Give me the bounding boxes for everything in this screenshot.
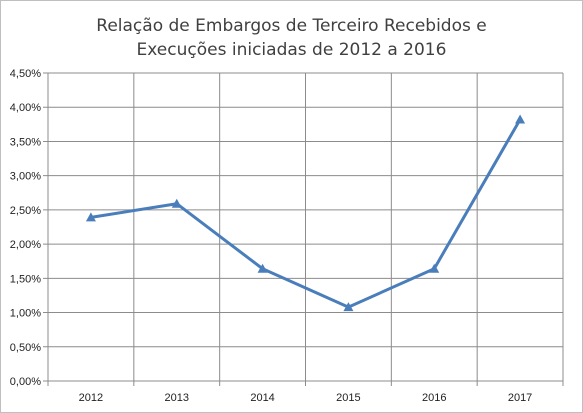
chart-title-line-2: Execuções iniciadas de 2012 a 2016 bbox=[136, 40, 447, 60]
series-layer bbox=[85, 114, 526, 312]
x-tick-label: 2012 bbox=[79, 392, 103, 404]
y-tick-label: 2,50% bbox=[10, 205, 41, 217]
data-point-marker bbox=[515, 114, 526, 124]
data-point-marker bbox=[171, 198, 182, 208]
chart-title-line-1: Relação de Embargos de Terceiro Recebido… bbox=[96, 16, 487, 36]
x-tick-label: 2016 bbox=[422, 392, 446, 404]
y-axis-ticks: 0,00% 0,50% 1,00% 1,50% 2,00% 2,50% 3,00% 3,50%… bbox=[10, 68, 41, 388]
data-point-marker bbox=[257, 263, 268, 273]
y-tick-label: 0,50% bbox=[10, 342, 41, 354]
chart-title: Relação de Embargos de Terceiro Recebido… bbox=[0, 14, 583, 62]
y-tick-label: 1,50% bbox=[10, 273, 41, 285]
x-tick-label: 2017 bbox=[508, 392, 532, 404]
y-tick-label: 4,50% bbox=[10, 68, 41, 80]
x-tick-label: 2015 bbox=[336, 392, 360, 404]
x-tick-label: 2013 bbox=[165, 392, 189, 404]
data-point-marker bbox=[429, 263, 440, 273]
y-tick-label: 2,00% bbox=[10, 239, 41, 251]
x-tick-label: 2014 bbox=[250, 392, 274, 404]
y-tick-label: 4,00% bbox=[10, 102, 41, 114]
data-point-marker bbox=[85, 212, 96, 222]
data-point-marker bbox=[343, 302, 354, 312]
series-line bbox=[89, 118, 522, 309]
y-tick-label: 0,00% bbox=[10, 376, 41, 388]
y-tick-label: 3,00% bbox=[10, 171, 41, 183]
y-tick-label: 3,50% bbox=[10, 136, 41, 148]
gridlines bbox=[43, 72, 564, 386]
x-axis-ticks: 2012 2013 2014 2015 2016 2017 bbox=[79, 392, 533, 404]
y-tick-label: 1,00% bbox=[10, 308, 41, 320]
